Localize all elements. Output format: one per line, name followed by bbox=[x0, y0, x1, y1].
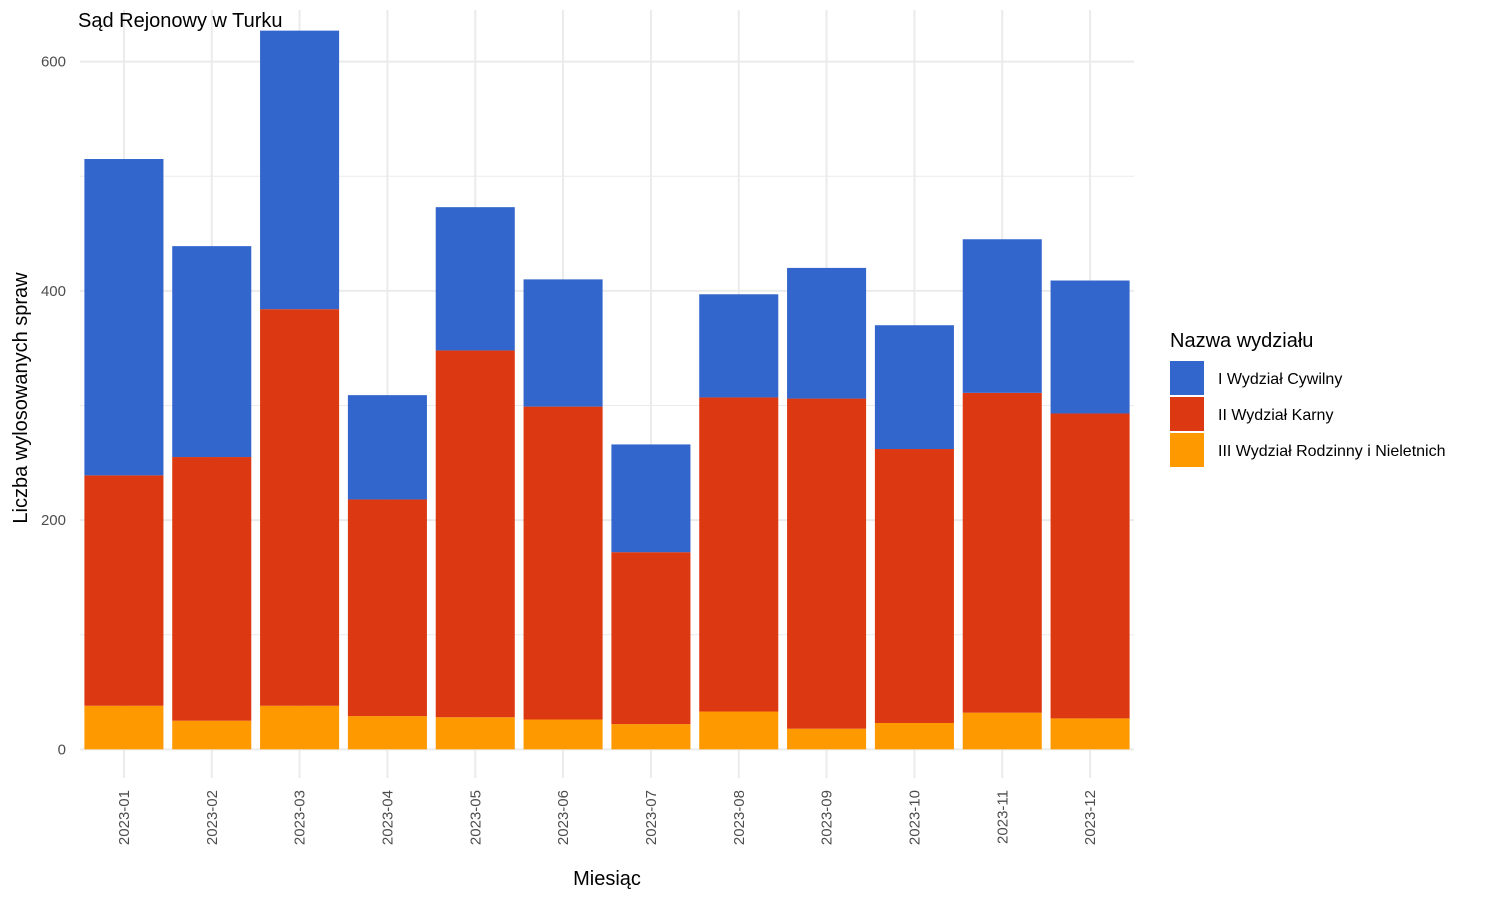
bar-segment bbox=[523, 279, 603, 407]
bar-segment bbox=[611, 444, 691, 553]
bar-segment bbox=[84, 705, 164, 750]
bar-segment bbox=[1050, 718, 1130, 750]
bar-segment bbox=[699, 397, 779, 712]
bar-segment bbox=[172, 720, 252, 750]
bar-segment bbox=[611, 552, 691, 725]
y-tick-label: 200 bbox=[41, 512, 66, 529]
bar-segment bbox=[435, 207, 515, 351]
bar-segment bbox=[611, 724, 691, 750]
x-tick-label: 2023-02 bbox=[204, 790, 221, 845]
chart-title: Sąd Rejonowy w Turku bbox=[78, 10, 283, 32]
legend-label: II Wydział Karny bbox=[1218, 407, 1333, 424]
bar-segment bbox=[523, 719, 603, 750]
bar-segment bbox=[787, 728, 867, 750]
bar-segment bbox=[523, 406, 603, 720]
bar-segment bbox=[347, 499, 427, 717]
x-tick-label: 2023-05 bbox=[467, 790, 484, 845]
y-tick-label: 600 bbox=[41, 54, 66, 71]
bar-segment bbox=[699, 711, 779, 750]
bar-segment bbox=[699, 294, 779, 398]
bar-segment bbox=[874, 325, 954, 450]
bar-segment bbox=[347, 716, 427, 750]
x-tick-label: 2023-01 bbox=[116, 790, 133, 845]
x-tick-label: 2023-12 bbox=[1082, 790, 1099, 845]
bar-segment bbox=[84, 159, 164, 476]
bar-segment bbox=[260, 30, 340, 310]
bar-segment bbox=[1050, 280, 1130, 414]
legend-swatch bbox=[1170, 397, 1204, 431]
legend-title: Nazwa wydziału bbox=[1170, 330, 1313, 352]
x-tick-label: 2023-06 bbox=[555, 790, 572, 845]
bar-segment bbox=[1050, 413, 1130, 719]
legend-swatch bbox=[1170, 433, 1204, 467]
bar-segment bbox=[787, 267, 867, 399]
bar-segment bbox=[347, 395, 427, 500]
x-axis-ticks: 2023-01 2023-02 2023-03 2023-04 2023-05 2023-… bbox=[116, 790, 1099, 845]
legend-swatch bbox=[1170, 361, 1204, 395]
bar-segment bbox=[962, 392, 1042, 713]
x-tick-label: 2023-08 bbox=[731, 790, 748, 845]
x-tick-label: 2023-03 bbox=[292, 790, 309, 845]
bars bbox=[84, 30, 1130, 750]
x-tick-label: 2023-07 bbox=[643, 790, 660, 845]
x-tick-label: 2023-10 bbox=[906, 790, 923, 845]
x-tick-label: 2023-11 bbox=[994, 790, 1011, 844]
bar-segment bbox=[874, 449, 954, 723]
bar-segment bbox=[435, 350, 515, 718]
y-tick-label: 0 bbox=[58, 741, 66, 758]
y-axis-ticks: 0 200 400 600 bbox=[41, 54, 66, 759]
bar-segment bbox=[874, 722, 954, 750]
bar-segment bbox=[962, 239, 1042, 393]
bar-segment bbox=[172, 457, 252, 721]
bar-segment bbox=[260, 309, 340, 706]
x-tick-label: 2023-09 bbox=[819, 790, 836, 845]
y-tick-label: 400 bbox=[41, 283, 66, 300]
x-axis-title: Miesiąc bbox=[573, 868, 641, 890]
bar-segment bbox=[84, 475, 164, 706]
bar-segment bbox=[787, 398, 867, 729]
x-tick-label: 2023-04 bbox=[379, 790, 396, 845]
legend-label: III Wydział Rodzinny i Nieletnich bbox=[1218, 443, 1446, 460]
y-axis-title: Liczba wylosowanych spraw bbox=[10, 272, 32, 524]
legend-label: I Wydział Cywilny bbox=[1218, 371, 1342, 388]
bar-segment bbox=[435, 717, 515, 750]
bar-segment bbox=[260, 705, 340, 750]
bar-segment bbox=[172, 246, 252, 458]
legend: Nazwa wydziału I Wydział Cywilny II Wydzi… bbox=[1170, 330, 1446, 467]
bar-segment bbox=[962, 712, 1042, 750]
